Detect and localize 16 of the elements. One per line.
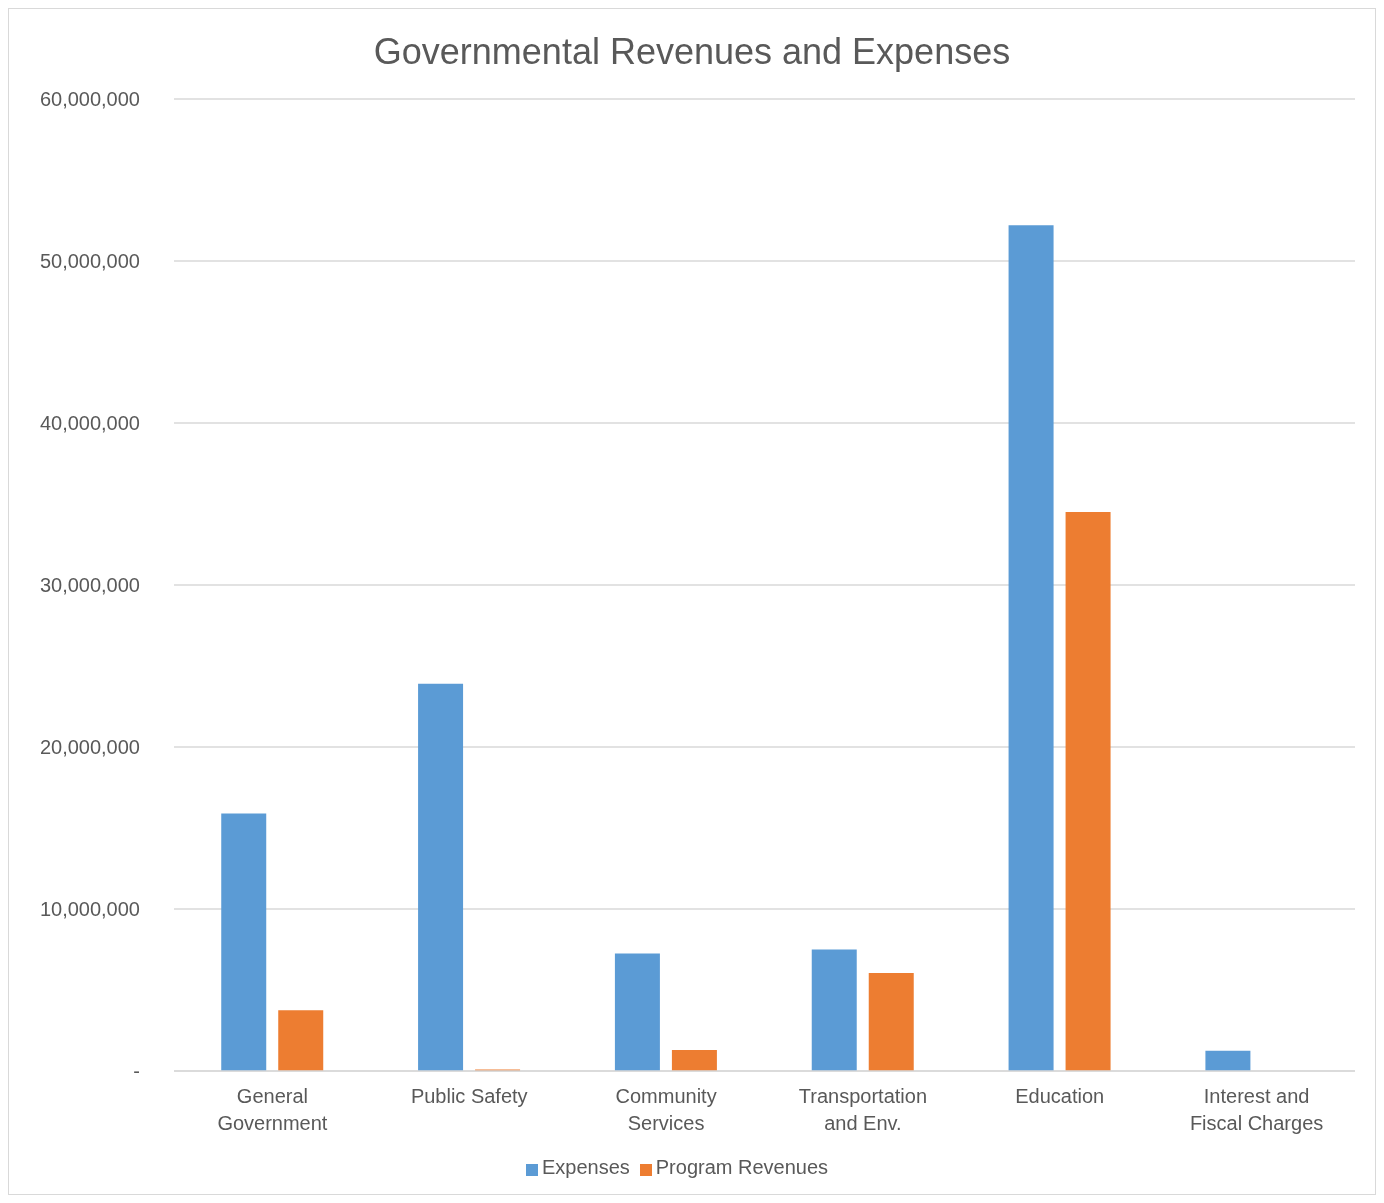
y-tick-label: 30,000,000: [39, 574, 140, 597]
y-tick-label: -: [133, 1060, 140, 1083]
x-tick-label: Interest and Fiscal Charges: [1189, 1085, 1324, 1134]
x-tick-label: Community Services: [615, 1085, 717, 1134]
y-tick-label: 60,000,000: [39, 88, 140, 111]
legend-label: Program Revenues: [655, 1156, 829, 1178]
x-tick-label: Public Safety: [410, 1085, 528, 1107]
y-tick-label: 20,000,000: [39, 736, 140, 759]
chart-title: Governmental Revenues and Expenses: [372, 31, 1012, 73]
y-tick-label: 50,000,000: [39, 250, 140, 273]
x-tick-label: General Government: [217, 1085, 328, 1134]
x-tick-label: Transportation and Env.: [798, 1085, 928, 1134]
y-tick-label: 40,000,000: [39, 412, 140, 435]
legend-label: Expenses: [541, 1156, 630, 1178]
y-tick-label: 10,000,000: [39, 898, 140, 921]
x-tick-label: Education: [1015, 1085, 1105, 1107]
